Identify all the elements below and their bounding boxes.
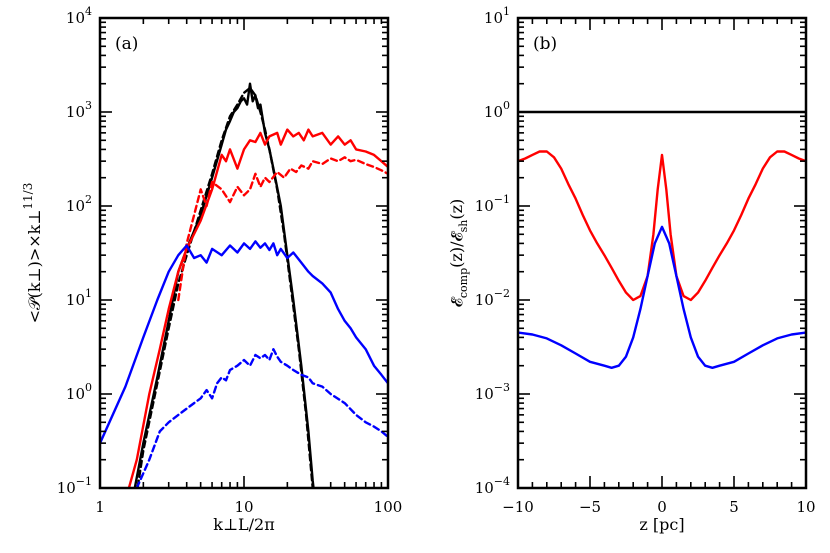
y-tick-label-b-5: 101 — [484, 5, 510, 27]
x-tick-label-a-1: 10 — [234, 498, 253, 516]
panel-b-ylabel-text: 𝓔comp(z)/𝓔sh(z) — [447, 199, 470, 308]
x-tick-label-b-2: 0 — [657, 498, 667, 516]
y-tick-label-b-4: 100 — [484, 99, 510, 121]
y-tick-label-b-3: 10−1 — [475, 193, 510, 215]
panel-a-ylabel: <𝒫(k⊥)>×k⊥11/3 — [21, 183, 44, 324]
panel-b-ticks: 10−4 10−3 10−2 10−1 100 101 −10 −5 0 5 10 — [475, 5, 816, 516]
panel-a-ylabel-main: <𝒫(k⊥)>×k⊥ — [25, 210, 44, 324]
panel-a-ylabel-text: <𝒫(k⊥)>×k⊥11/3 — [21, 183, 44, 324]
panel-b-ylabel: 𝓔comp(z)/𝓔sh(z) — [447, 199, 470, 308]
series-line-a-4 — [100, 240, 388, 445]
plot-area-b — [518, 110, 806, 369]
panel-b-tag: (b) — [533, 34, 557, 54]
y-tick-label-a-2: 101 — [66, 287, 92, 309]
y-tick-label-a-0: 10−1 — [57, 475, 92, 497]
series-line-a-5 — [135, 348, 388, 488]
panel-a-tag: (a) — [115, 34, 138, 54]
x-tick-label-a-0: 1 — [95, 498, 105, 516]
panel-b-ylabel-sub2: sh — [457, 220, 470, 233]
panel-b: 10−4 10−3 10−2 10−1 100 101 −10 −5 0 5 10 (b) z [p… — [447, 5, 816, 534]
x-tick-label-b-4: 10 — [796, 498, 815, 516]
x-tick-label-a-2: 100 — [374, 498, 403, 516]
panel-a-ticks: 10−1 100 101 102 103 104 1 10 100 — [57, 5, 403, 516]
y-tick-label-a-1: 100 — [66, 381, 92, 403]
y-tick-label-a-5: 104 — [66, 5, 92, 27]
y-tick-label-b-1: 10−3 — [475, 381, 510, 403]
y-tick-label-b-0: 10−4 — [475, 475, 510, 497]
x-tick-label-b-1: −5 — [579, 498, 601, 516]
y-tick-label-a-3: 102 — [66, 193, 92, 215]
series-line-a-2 — [127, 128, 388, 488]
panel-b-xlabel: z [pc] — [639, 515, 684, 534]
panel-a-ylabel-sup: 11/3 — [21, 183, 35, 210]
plot-area-a — [100, 82, 388, 488]
series-line-b-1 — [518, 150, 806, 302]
panel-b-ylabel-main: 𝓔 — [447, 296, 466, 307]
panel-a: 10−1 100 101 102 103 104 1 10 100 (a) k⊥L/2π <𝒫(… — [21, 5, 402, 534]
panel-a-frame — [98, 16, 390, 490]
y-tick-label-a-4: 103 — [66, 99, 92, 121]
panel-b-frame — [516, 16, 808, 490]
panel-a-xlabel: k⊥L/2π — [213, 515, 274, 534]
panel-b-ylabel-mid: (z)/𝓔 — [447, 231, 466, 268]
panel-b-ylabel-end: (z) — [447, 199, 466, 220]
series-line-a-3 — [177, 156, 388, 302]
x-tick-label-b-3: 5 — [729, 498, 739, 516]
series-line-b-2 — [518, 225, 806, 369]
y-tick-label-b-2: 10−2 — [475, 287, 510, 309]
panel-b-ylabel-sub1: comp — [457, 268, 470, 298]
series-line-a-1 — [136, 86, 314, 488]
x-tick-label-b-0: −10 — [502, 498, 534, 516]
